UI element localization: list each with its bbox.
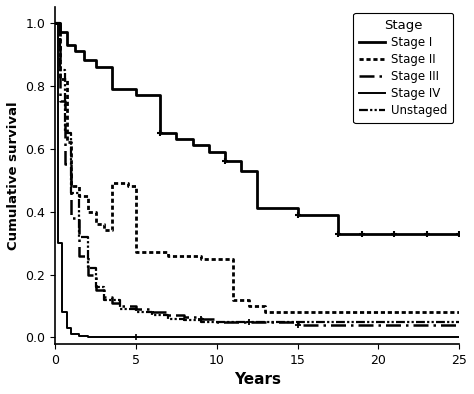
Y-axis label: Cumulative survival: Cumulative survival	[7, 101, 20, 250]
X-axis label: Years: Years	[234, 372, 281, 387]
Legend: Stage I, Stage II, Stage III, Stage IV, Unstaged: Stage I, Stage II, Stage III, Stage IV, …	[353, 13, 453, 123]
